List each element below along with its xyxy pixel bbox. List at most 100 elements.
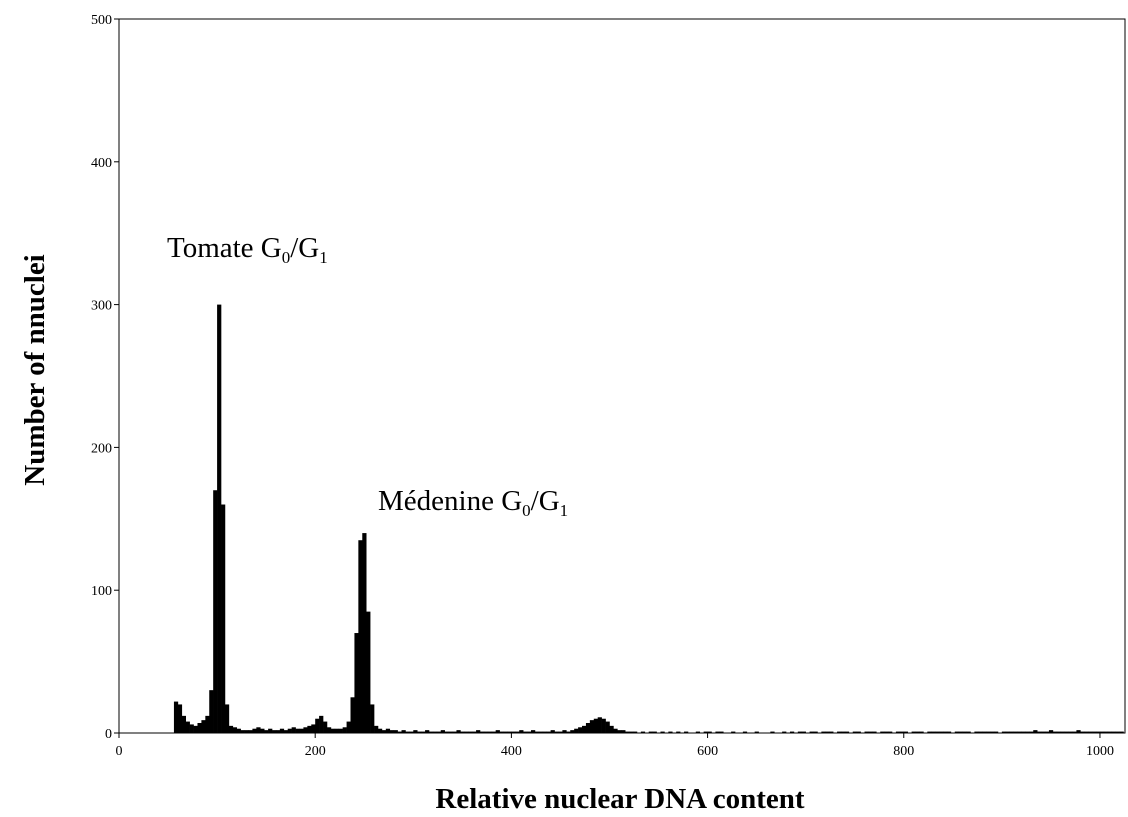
bar bbox=[503, 731, 508, 733]
bar bbox=[1021, 731, 1026, 733]
bar bbox=[440, 730, 445, 733]
bar bbox=[205, 715, 210, 733]
bar bbox=[334, 728, 340, 733]
bar bbox=[1076, 730, 1081, 733]
bar bbox=[283, 730, 289, 733]
bar bbox=[323, 721, 328, 733]
bar bbox=[228, 725, 234, 733]
annotation-text: /G bbox=[531, 485, 560, 517]
bar bbox=[436, 731, 442, 733]
bar bbox=[856, 731, 861, 733]
bar bbox=[326, 727, 332, 733]
bar bbox=[1009, 731, 1014, 733]
bar bbox=[895, 731, 901, 733]
bar bbox=[421, 731, 426, 733]
bar bbox=[844, 731, 850, 733]
bar bbox=[299, 728, 304, 733]
bar bbox=[868, 731, 873, 733]
bar bbox=[413, 730, 418, 733]
bar bbox=[864, 731, 869, 733]
bar bbox=[479, 731, 485, 733]
bar bbox=[531, 730, 536, 733]
bar bbox=[550, 730, 555, 733]
bar bbox=[173, 701, 179, 733]
bar bbox=[880, 731, 885, 733]
bar bbox=[707, 731, 712, 733]
bar bbox=[315, 718, 320, 733]
bar bbox=[1119, 731, 1124, 733]
bar bbox=[221, 504, 226, 733]
bar bbox=[452, 731, 457, 733]
bar bbox=[731, 731, 736, 733]
bar bbox=[954, 731, 959, 733]
bar bbox=[958, 731, 963, 733]
bar bbox=[1072, 731, 1077, 733]
bar bbox=[393, 730, 398, 733]
bar bbox=[994, 731, 999, 733]
bar bbox=[275, 730, 281, 733]
bar bbox=[468, 731, 473, 733]
bar bbox=[177, 704, 183, 733]
x-tick-label: 200 bbox=[305, 744, 326, 759]
bar bbox=[825, 731, 830, 733]
bar bbox=[840, 731, 846, 733]
bar bbox=[428, 731, 434, 733]
y-axis-title: Number of nnuclei bbox=[19, 254, 51, 485]
bar bbox=[966, 731, 971, 733]
bar bbox=[1107, 731, 1113, 733]
bar bbox=[511, 731, 516, 733]
bar bbox=[986, 731, 991, 733]
bar bbox=[978, 731, 983, 733]
bar bbox=[374, 725, 379, 733]
bar bbox=[303, 727, 308, 733]
plot-frame bbox=[118, 18, 1126, 734]
y-tick-label: 300 bbox=[91, 299, 112, 314]
bar bbox=[703, 731, 708, 733]
bar bbox=[574, 728, 579, 733]
bar bbox=[633, 731, 638, 733]
subscript: 1 bbox=[319, 248, 328, 267]
bar bbox=[911, 731, 916, 733]
bar bbox=[915, 731, 920, 733]
bar bbox=[625, 731, 630, 733]
subscript: 1 bbox=[560, 501, 569, 520]
bar bbox=[884, 731, 889, 733]
bar bbox=[695, 731, 701, 733]
annotation: Tomate G0/G1 bbox=[167, 232, 328, 267]
bar bbox=[1103, 731, 1109, 733]
bar bbox=[1033, 730, 1038, 733]
bar bbox=[464, 731, 469, 733]
bar bbox=[460, 731, 465, 733]
bar bbox=[1045, 731, 1050, 733]
bar bbox=[1001, 731, 1007, 733]
bar bbox=[1099, 731, 1105, 733]
bar bbox=[943, 731, 948, 733]
bar bbox=[409, 731, 414, 733]
bar bbox=[1052, 731, 1058, 733]
bar bbox=[185, 721, 190, 733]
bar bbox=[609, 725, 614, 733]
bar bbox=[519, 730, 524, 733]
bar bbox=[1092, 731, 1097, 733]
bar bbox=[1060, 731, 1065, 733]
bar bbox=[562, 730, 567, 733]
bar bbox=[1096, 731, 1101, 733]
bar bbox=[1037, 731, 1042, 733]
bar bbox=[715, 731, 720, 733]
bar bbox=[962, 731, 967, 733]
bar bbox=[370, 704, 375, 733]
bar bbox=[1111, 731, 1116, 733]
bar bbox=[197, 723, 202, 733]
bar bbox=[236, 728, 241, 733]
bar bbox=[919, 731, 924, 733]
bar bbox=[582, 725, 587, 733]
bar bbox=[244, 730, 249, 733]
bar bbox=[307, 725, 312, 733]
bar bbox=[432, 731, 438, 733]
bar bbox=[295, 728, 300, 733]
y-tick-label: 200 bbox=[91, 441, 112, 456]
bar bbox=[837, 731, 842, 733]
bar bbox=[472, 731, 477, 733]
subscript: 0 bbox=[282, 248, 291, 267]
bar bbox=[597, 717, 602, 733]
